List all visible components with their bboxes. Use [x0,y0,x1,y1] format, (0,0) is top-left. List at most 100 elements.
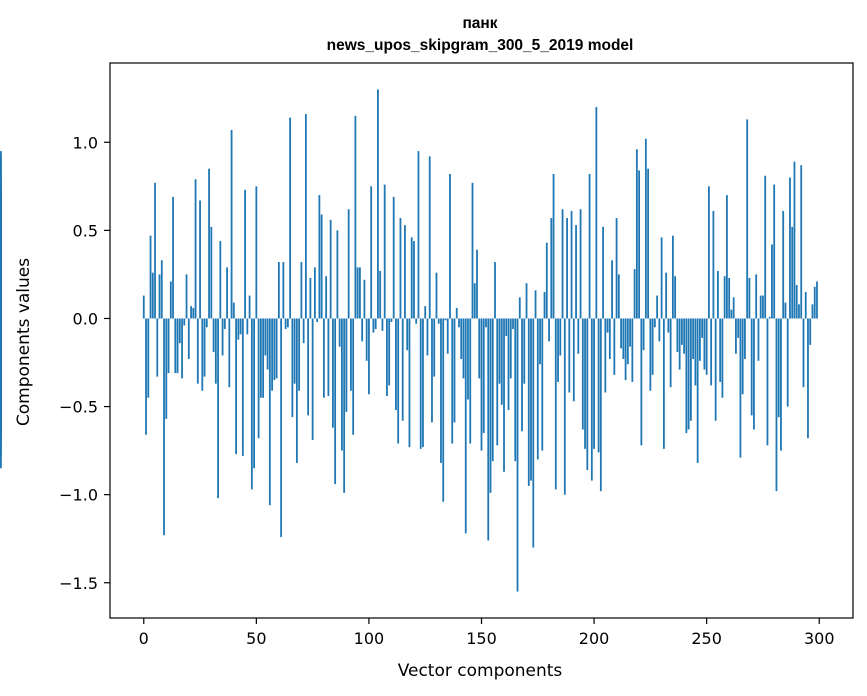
bar [708,186,710,319]
bar [145,318,147,435]
bar [458,318,460,328]
bar [755,274,758,319]
bar [352,318,355,435]
bar [422,318,424,448]
bar [397,318,400,444]
bar [744,318,746,359]
bar [318,195,321,319]
bar [584,318,586,449]
bar [230,129,233,319]
bar [764,175,767,319]
bar [203,318,206,377]
bar [359,267,361,319]
bar [795,285,798,319]
bar [386,318,388,396]
bar [786,318,789,407]
x-tick-label: 0 [139,629,149,648]
bar [548,318,550,342]
bar [419,318,422,449]
bar [0,256,2,319]
bar [512,318,514,330]
bar [777,318,780,418]
bar [469,318,472,444]
bar [534,290,537,319]
bar [381,318,384,331]
bar [732,297,735,319]
bar [273,318,276,381]
x-axis-label: Vector components [398,661,563,681]
bar [433,318,436,377]
bar [190,306,192,319]
bar [539,318,541,365]
x-tick-label: 50 [246,629,266,648]
x-axis-ticks: 0 50 100 150 200 250 300 [139,618,835,648]
bar [226,267,228,319]
bar [259,318,262,398]
bar [277,262,280,319]
bar [813,286,816,319]
bar [156,318,159,377]
bar [201,318,204,391]
bar [406,318,409,351]
bar [235,318,237,455]
bar [248,295,251,319]
bar [662,318,665,449]
bar [714,318,717,421]
bar [683,318,686,354]
y-axis-ticks: −1.5 −1.0 −0.5 0.0 0.5 1.0 [59,133,110,593]
bar [462,318,465,379]
bar [633,269,636,319]
bar [509,318,512,379]
bar [241,318,244,456]
bar [467,318,469,400]
bar [219,240,222,319]
bar [516,318,519,592]
bar [665,272,668,319]
bar [631,318,634,382]
bar [793,161,796,319]
bar [444,318,447,321]
bar [228,318,231,388]
bar [331,318,334,428]
bar [374,318,377,330]
bar [602,226,604,319]
bar [372,318,375,333]
bar [482,318,485,433]
bar [361,318,364,342]
bar [543,292,546,319]
bar [453,318,456,423]
bar [759,295,762,319]
bar [692,318,695,359]
bar [435,272,438,319]
bar [503,318,505,472]
bar [154,182,156,319]
bar [426,318,429,356]
bar [476,249,478,319]
bar [282,262,285,319]
bar [424,306,427,319]
bar [611,260,613,319]
bar [811,304,814,319]
bar [172,196,174,319]
bar [719,318,722,382]
bar [460,318,463,359]
bar [644,138,647,319]
bar [498,318,501,384]
bar [660,237,663,319]
bar [753,318,755,430]
bar [489,318,492,493]
bar [723,276,726,319]
bar [246,318,249,335]
bar [816,281,818,319]
bar [505,318,508,337]
y-tick-label: 1.0 [73,133,98,152]
bar [568,318,571,393]
bar [647,168,650,319]
bar [782,211,785,319]
bar [527,318,530,486]
bar [163,318,165,536]
bar [212,318,215,352]
bar [622,318,625,359]
y-tick-label: −0.5 [59,398,98,417]
